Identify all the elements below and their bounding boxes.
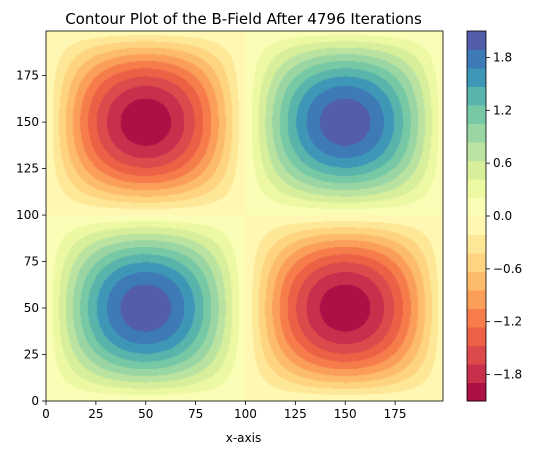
y-tick-label: 125 <box>16 162 39 176</box>
colorbar-band <box>467 197 486 217</box>
y-tick-label: 75 <box>24 255 39 269</box>
colorbar-band <box>467 345 486 365</box>
colorbar-band <box>467 290 486 309</box>
colorbar-band <box>467 160 486 180</box>
colorbar-band <box>467 364 486 383</box>
y-tick-label: 175 <box>16 69 39 83</box>
colorbar-band <box>467 86 486 106</box>
x-tick-label: 75 <box>188 407 203 421</box>
contour-fill <box>46 31 443 401</box>
colorbar-band <box>467 271 486 291</box>
colorbar-band <box>467 105 486 124</box>
x-tick-label: 125 <box>284 407 307 421</box>
y-tick-label: 100 <box>16 208 39 222</box>
colorbar-tick-label: −0.6 <box>493 262 522 276</box>
colorbar-band <box>467 308 486 328</box>
colorbar-tick-label: 0.6 <box>493 156 512 170</box>
x-tick-label: 25 <box>88 407 103 421</box>
plot-area <box>45 30 444 402</box>
colorbar-band <box>467 179 486 198</box>
plot-frame <box>45 30 444 402</box>
colorbar-band <box>467 382 486 402</box>
y-tick-label: 150 <box>16 115 39 129</box>
colorbar-band <box>467 123 486 143</box>
y-tick-label: 0 <box>31 394 39 408</box>
colorbar-band <box>467 327 486 346</box>
colorbar-band <box>467 68 486 87</box>
colorbar-band <box>467 31 486 50</box>
y-tick-label: 25 <box>24 348 39 362</box>
colorbar-band <box>467 216 486 235</box>
colorbar-band <box>467 253 486 272</box>
x-axis-ticks: 0 25 50 75 100 125 150 175 <box>42 401 407 421</box>
y-axis-ticks: 0 25 50 75 100 125 150 175 <box>16 69 46 408</box>
colorbar-band <box>467 142 486 161</box>
x-tick-label: 100 <box>234 407 257 421</box>
x-tick-label: 175 <box>384 407 407 421</box>
x-tick-label: 150 <box>334 407 357 421</box>
chart-title: Contour Plot of the B-Field After 4796 I… <box>65 10 422 28</box>
colorbar-tick-label: 1.8 <box>493 50 512 64</box>
colorbar-tick-label: 1.2 <box>493 103 512 117</box>
colorbar-tick-label: −1.8 <box>493 368 522 382</box>
x-axis-label: x-axis <box>226 431 261 445</box>
colorbar-tick-label: 0.0 <box>493 209 512 223</box>
x-tick-label: 50 <box>138 407 153 421</box>
colorbar-band <box>467 234 486 254</box>
y-tick-label: 50 <box>24 301 39 315</box>
colorbar-band <box>467 49 486 69</box>
x-tick-label: 0 <box>42 407 50 421</box>
colorbar <box>466 30 487 402</box>
colorbar-ticks: 1.8 1.2 0.6 0.0 −0.6 −1.2 −1.8 <box>486 50 522 382</box>
colorbar-tick-label: −1.2 <box>493 315 522 329</box>
